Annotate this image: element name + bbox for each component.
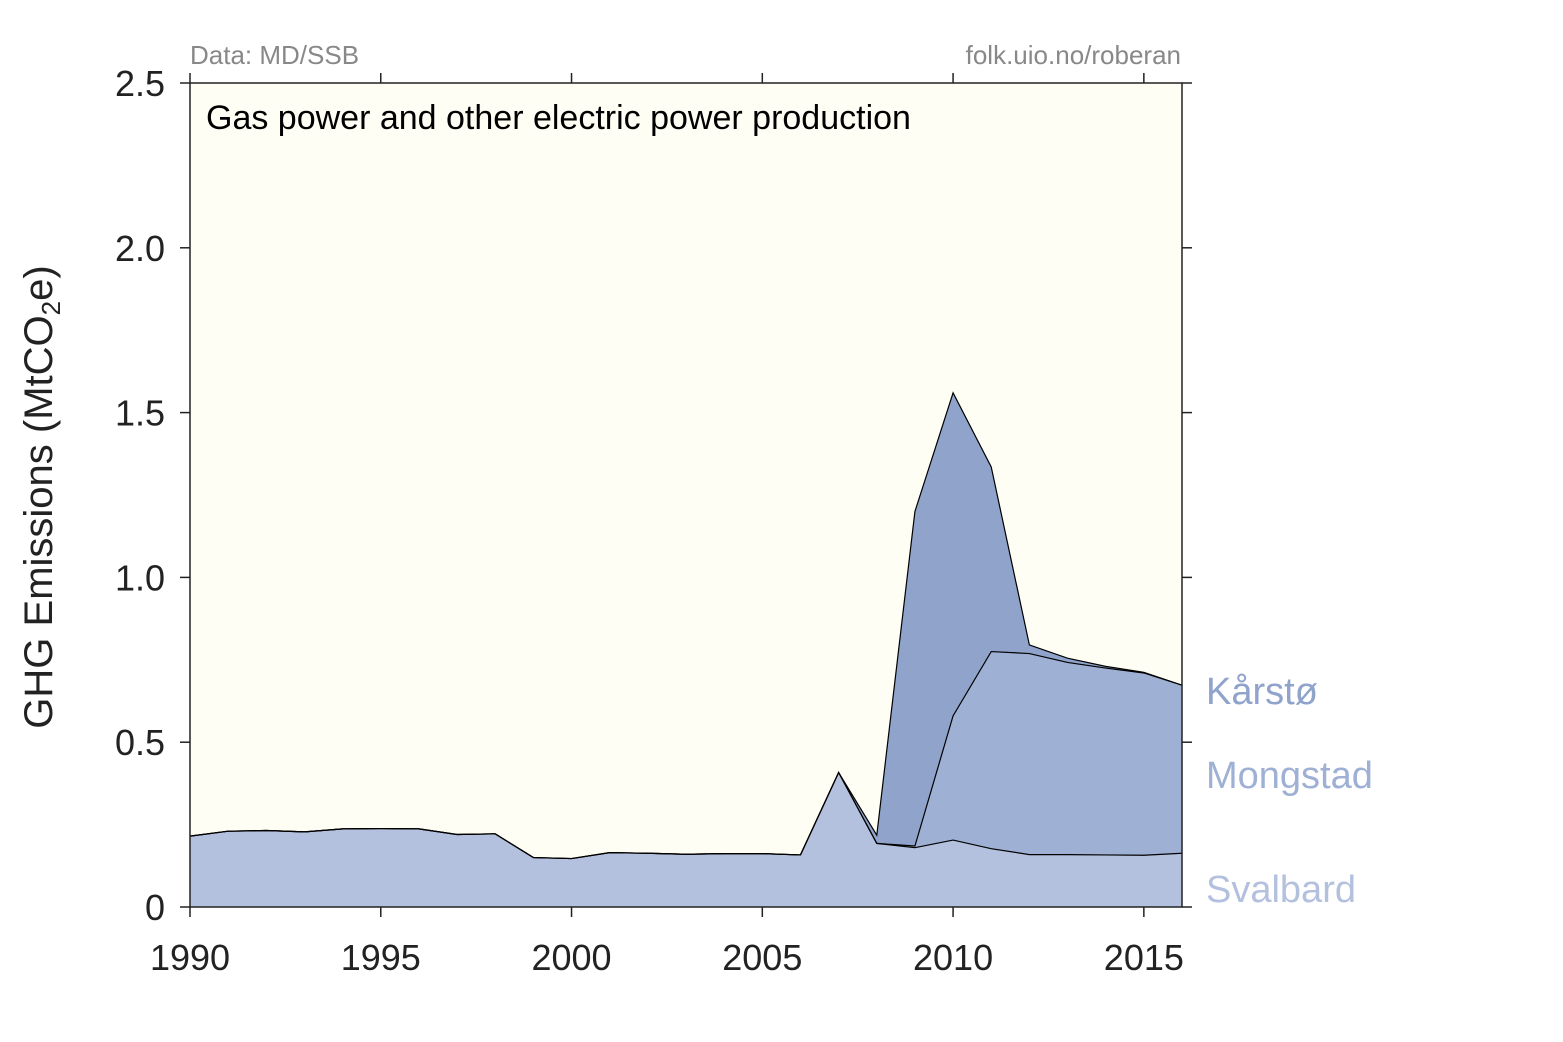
y-tick-label: 2.5 (115, 63, 165, 104)
x-tick-label: 2005 (722, 937, 802, 978)
x-tick-label: 1990 (150, 937, 230, 978)
area-svalbard (190, 772, 1182, 907)
series-label-mongstad: Mongstad (1206, 755, 1373, 797)
y-axis-label: GHG Emissions (MtCO2e) (17, 265, 66, 728)
source-label: Data: MD/SSB (190, 40, 359, 70)
plot-frame (189, 82, 1183, 908)
line-k-rst- (189, 391, 1183, 860)
y-axis-label-end: e) (17, 265, 61, 301)
series-areas (190, 392, 1182, 907)
axis-tick-labels: 1990 1995 2000 2005 2010 2015 0 0.5 1.0 1.5 2.0 2.5 (115, 63, 1184, 978)
y-tick-label: 2.0 (115, 228, 165, 269)
area-mongstad (190, 651, 1182, 859)
series-label-svalbard: Svalbard (1206, 869, 1356, 911)
series-boundary-lines (189, 391, 1183, 860)
x-tick-label: 2000 (531, 937, 611, 978)
y-axis-label-main: GHG Emissions (MtCO (17, 315, 61, 728)
y-tick-label: 1.5 (115, 393, 165, 434)
chart-title: Gas power and other electric power produ… (206, 99, 911, 137)
y-tick-label: 0 (145, 887, 165, 928)
series-label-k-rst-: Kårstø (1206, 671, 1318, 713)
y-tick-label: 1.0 (115, 557, 165, 598)
y-axis-label-subscript: 2 (36, 301, 66, 315)
x-tick-label: 1995 (341, 937, 421, 978)
axis-ticks (180, 73, 1192, 917)
x-tick-label: 2015 (1104, 937, 1184, 978)
website-label: folk.uio.no/roberan (966, 40, 1181, 70)
y-tick-label: 0.5 (115, 722, 165, 763)
x-tick-label: 2010 (913, 937, 993, 978)
series-labels: Svalbard Mongstad Kårstø (1206, 671, 1373, 911)
area-k-rst- (190, 392, 1182, 859)
